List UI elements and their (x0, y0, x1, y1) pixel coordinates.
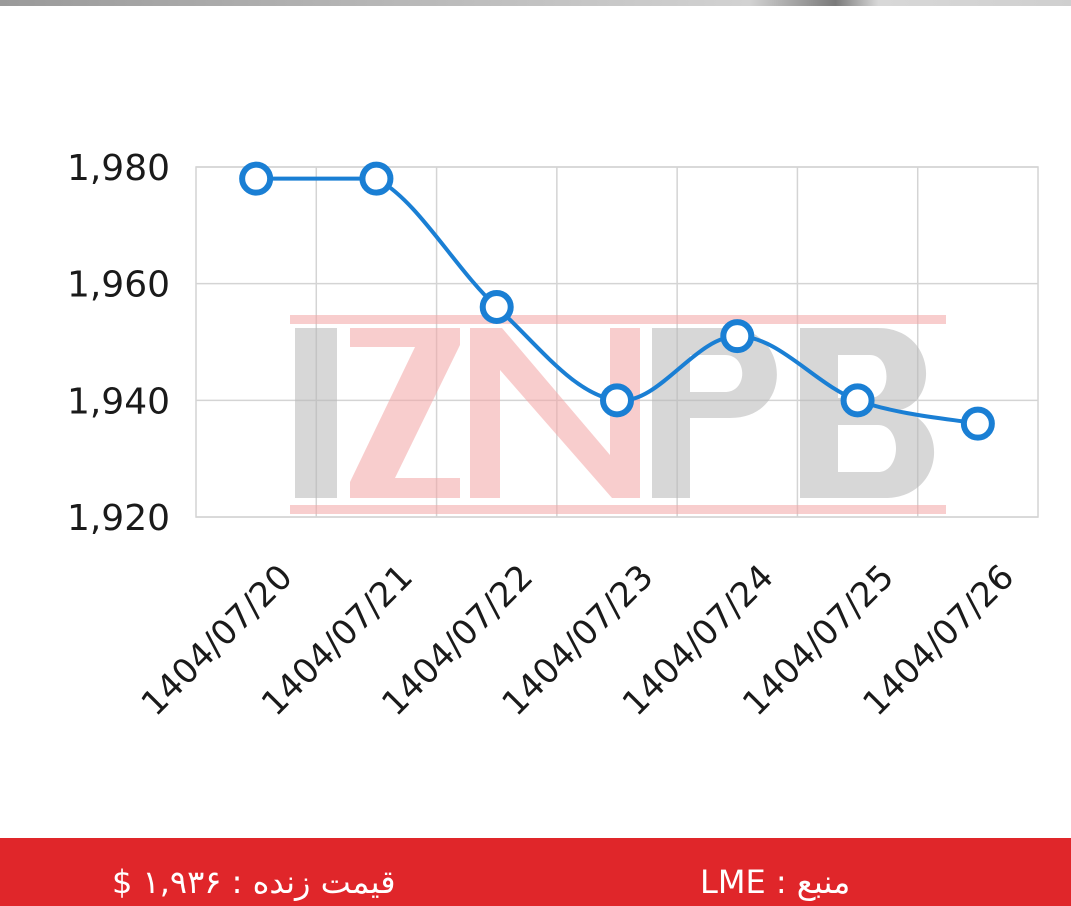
x-axis-ticks: 1404/07/201404/07/211404/07/221404/07/23… (134, 557, 1023, 724)
top-edge-bar (0, 0, 1071, 6)
line-chart: 1,920 1,940 1,960 1,980 1404/07/201404/07/2… (67, 148, 1039, 724)
data-point (239, 161, 274, 196)
source-label: منبع : LME (700, 863, 851, 901)
y-axis-ticks: 1,920 1,940 1,960 1,980 (67, 148, 170, 539)
watermark-logo (290, 315, 946, 514)
data-point (359, 161, 394, 196)
data-point (720, 319, 755, 354)
data-point (600, 383, 634, 418)
live-price-label: قیمت زنده : ۱,۹۳۶ $ (112, 863, 396, 901)
data-point (960, 406, 995, 441)
data-points (239, 161, 995, 441)
footer-bar: قیمت زنده : ۱,۹۳۶ $ منبع : LME (0, 838, 1071, 906)
y-tick-label: 1,920 (67, 498, 170, 539)
data-point (479, 290, 514, 324)
y-tick-label: 1,980 (67, 148, 170, 189)
y-tick-label: 1,940 (67, 381, 170, 422)
y-tick-label: 1,960 (67, 265, 170, 306)
data-point (840, 383, 875, 418)
